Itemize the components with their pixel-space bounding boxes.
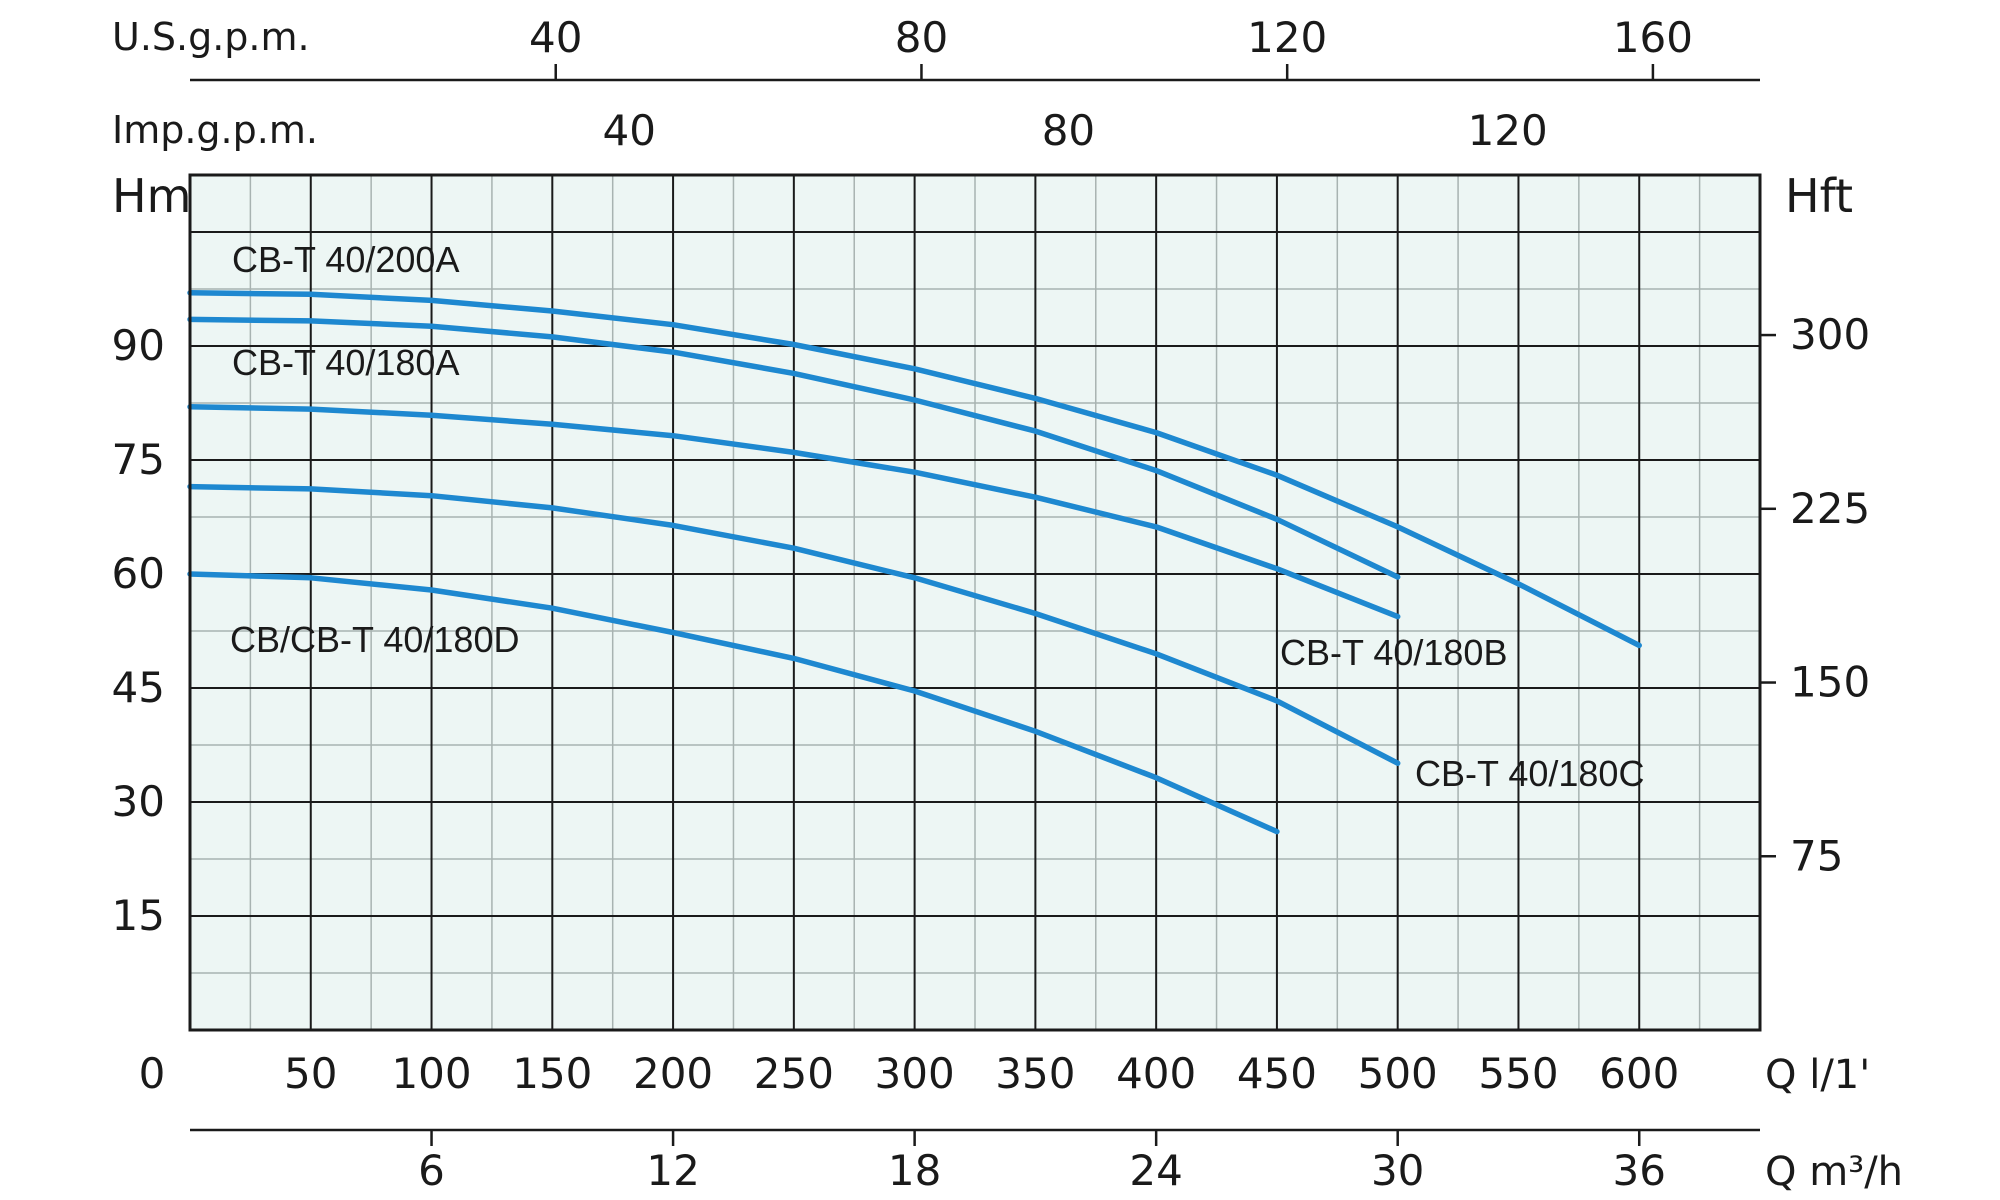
x-bottom-tick-label: 400 (1116, 1049, 1196, 1098)
x-bottom-tick-label: 600 (1599, 1049, 1679, 1098)
y-left-tick-label: 45 (112, 663, 165, 712)
x-bottom-tick-label: 100 (391, 1049, 471, 1098)
pump-curve (187, 571, 1280, 835)
y-left-tick-label: 60 (112, 549, 165, 598)
x-bottom-tick-label: 200 (633, 1049, 713, 1098)
x-bottom-tick-label: 150 (512, 1049, 592, 1098)
usgpm-tick-label: 40 (529, 13, 582, 62)
usgpm-tick-label: 120 (1247, 13, 1327, 62)
m3h-tick-label: 6 (418, 1146, 445, 1195)
m3h-tick-label: 18 (888, 1146, 941, 1195)
y-right-tick-label: 75 (1790, 831, 1843, 880)
y-left-tick-label: 75 (112, 435, 165, 484)
pump-curves: CB-T 40/200A CB-T 40/180A CB-T 40/180B CB-T… (187, 239, 1644, 835)
x-bottom-unit-label: Q l/1' (1765, 1052, 1870, 1098)
pump-curve-label: CB-T 40/180B (1280, 632, 1507, 673)
x-bottom-tick-label: 0 (139, 1049, 166, 1098)
pump-curve (187, 483, 1401, 766)
x-bottom-tick-label: 500 (1358, 1049, 1438, 1098)
impgpm-tick-label: 40 (602, 106, 655, 155)
impgpm-unit-label: Imp.g.p.m. (112, 108, 318, 152)
y-right-tick-label: 150 (1790, 658, 1870, 707)
y-right-unit-label: Hft (1785, 169, 1853, 223)
impgpm-tick-label: 80 (1042, 106, 1095, 155)
pump-curve-label: CB-T 40/180C (1415, 753, 1644, 794)
x-bottom-tick-label: 250 (754, 1049, 834, 1098)
x-bottom-tick-label: 550 (1478, 1049, 1558, 1098)
y-right-tick-label: 300 (1790, 310, 1870, 359)
pump-curve-label: CB/CB-T 40/180D (230, 619, 519, 660)
m3h-tick-label: 30 (1371, 1146, 1424, 1195)
y-right-tick-label: 225 (1790, 484, 1870, 533)
m3h-tick-label: 36 (1613, 1146, 1666, 1195)
plot-frame (188, 173, 1762, 1032)
impgpm-tick-label: 120 (1468, 106, 1548, 155)
x-bottom-tick-label: 350 (995, 1049, 1075, 1098)
y-left-tick-label: 90 (112, 321, 165, 370)
x-bottom-tick-label: 300 (875, 1049, 955, 1098)
pump-curve (187, 290, 1642, 649)
pump-curve-label: CB-T 40/180A (232, 342, 459, 383)
minor-gridlines (190, 175, 1760, 1030)
usgpm-unit-label: U.S.g.p.m. (112, 15, 310, 59)
pump-curve (187, 316, 1401, 580)
m3h-tick-label: 12 (646, 1146, 699, 1195)
y-left-unit-label: Hm (112, 169, 191, 223)
axes: 0 50 100 150 200 250 300 350 400 450 500 550 600 Q l/… (112, 13, 1903, 1195)
y-left-tick-label: 15 (112, 891, 165, 940)
m3h-unit-label: Q m³/h (1765, 1149, 1903, 1195)
m3h-tick-label: 24 (1129, 1146, 1182, 1195)
y-left-tick-label: 30 (112, 777, 165, 826)
x-bottom-tick-label: 450 (1237, 1049, 1317, 1098)
pump-curve (187, 404, 1401, 620)
usgpm-tick-label: 160 (1613, 13, 1693, 62)
pump-curve-label: CB-T 40/200A (232, 239, 459, 280)
x-bottom-tick-label: 50 (284, 1049, 337, 1098)
usgpm-tick-label: 80 (895, 13, 948, 62)
